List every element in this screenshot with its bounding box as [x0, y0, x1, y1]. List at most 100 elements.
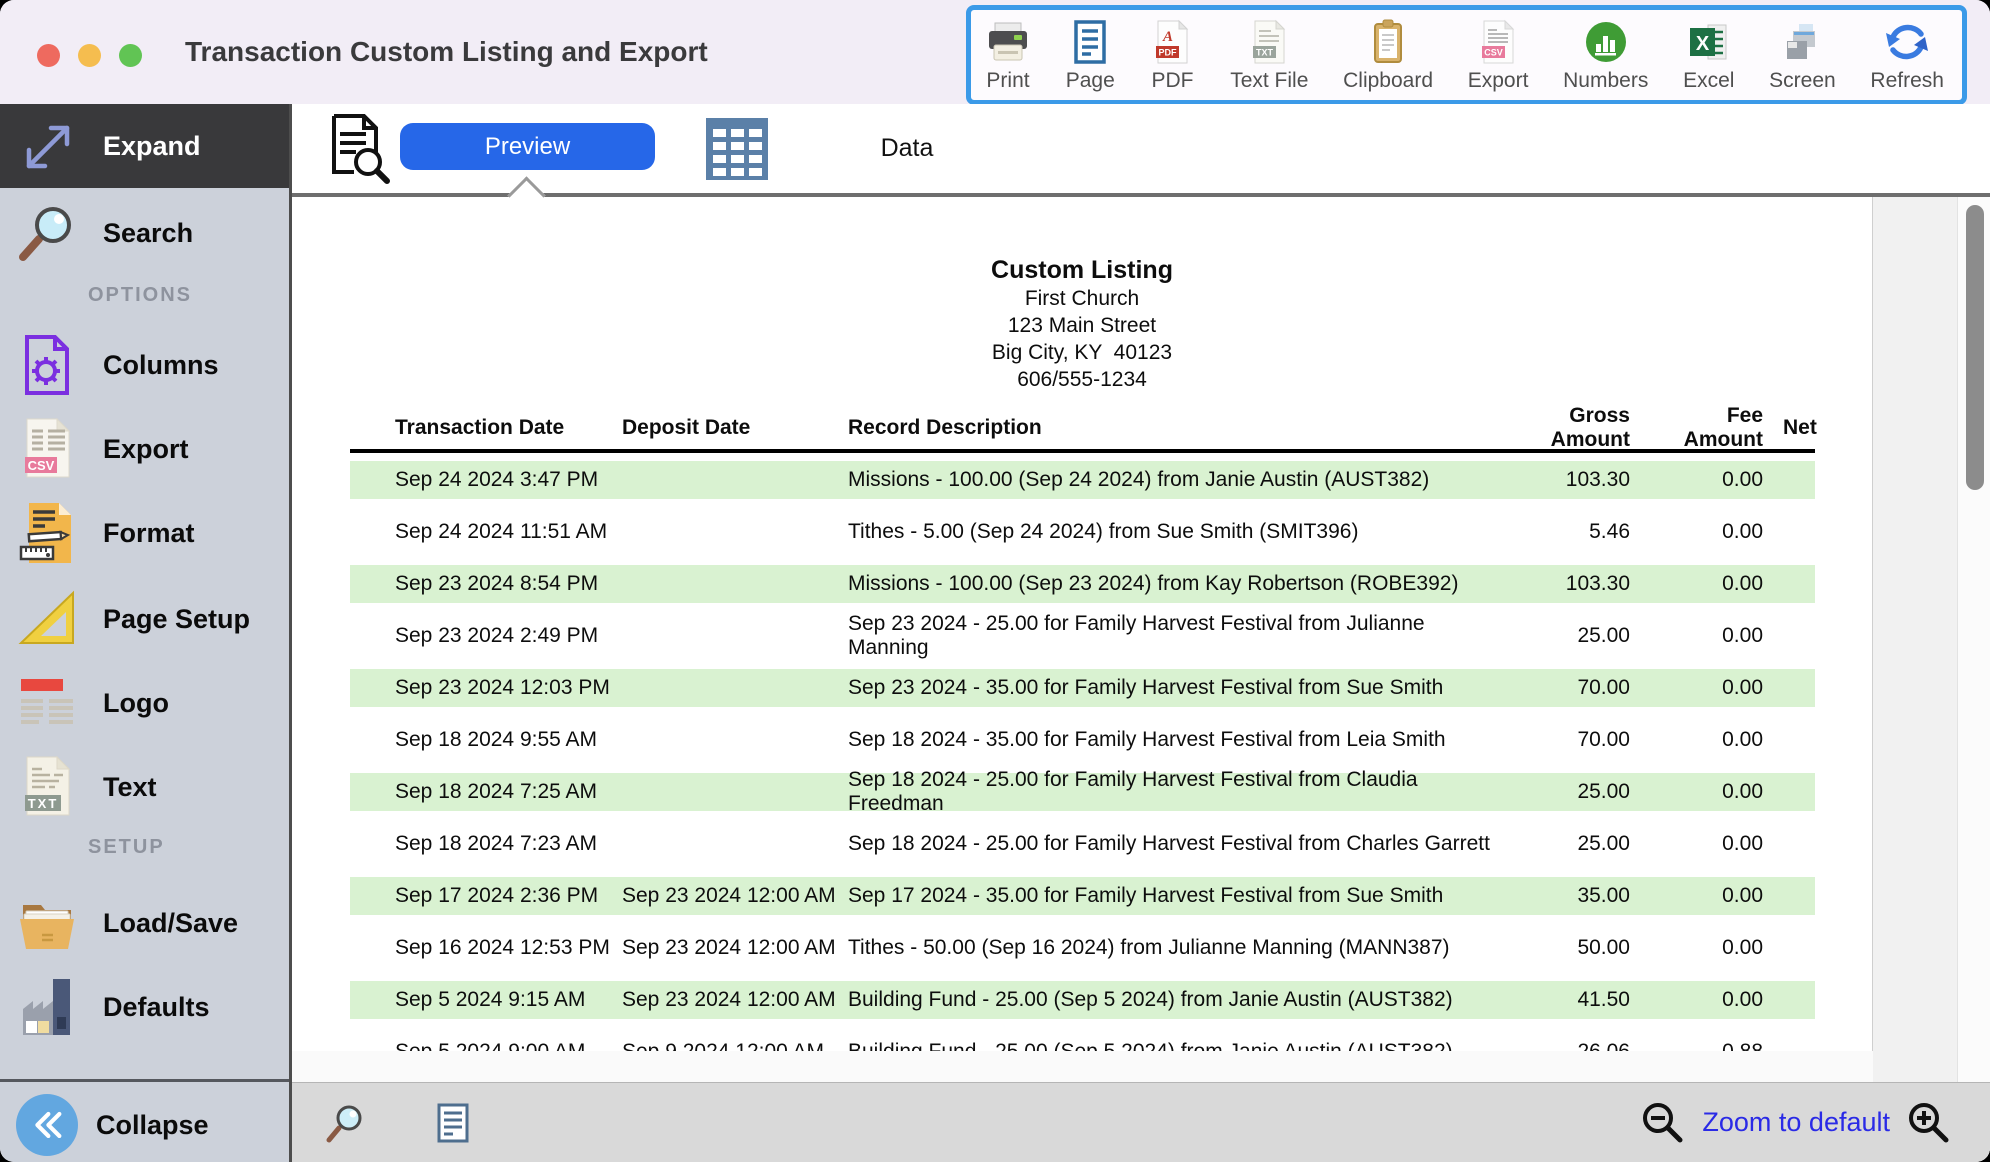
- export-csv-button[interactable]: CSV Export: [1468, 16, 1529, 98]
- cell-gross-amount: 5.46: [1508, 520, 1648, 544]
- cell-gross-amount: 25.00: [1508, 624, 1648, 648]
- toolbar-label: Text File: [1230, 68, 1308, 94]
- sidebar-item-logo[interactable]: Logo: [0, 670, 289, 736]
- table-row: Sep 18 2024 7:23 AM Sep 18 2024 - 25.00 …: [350, 825, 1815, 863]
- svg-text:TXT: TXT: [28, 796, 59, 811]
- sidebar-item-label: Load/Save: [103, 908, 238, 939]
- columns-gear-document-icon: [13, 332, 81, 398]
- pdf-file-icon: APDF: [1149, 16, 1195, 68]
- report-page: Custom Listing First Church 123 Main Str…: [292, 197, 1873, 1051]
- data-grid-icon[interactable]: [705, 117, 769, 186]
- col-header-gross-amount: Gross Amount: [1508, 404, 1648, 452]
- cell-gross-amount: 25.00: [1508, 832, 1648, 856]
- tab-bar: Preview Data: [292, 104, 1990, 197]
- cell-fee-amount: 0.00: [1648, 624, 1763, 648]
- close-window-button[interactable]: [37, 44, 60, 67]
- excel-button[interactable]: X Excel: [1683, 16, 1734, 98]
- cell-record-description: Building Fund - 25.00 (Sep 5 2024) from …: [848, 1040, 1508, 1051]
- print-button[interactable]: Print: [985, 16, 1031, 98]
- screen-button[interactable]: Screen: [1769, 16, 1836, 98]
- app-window: Transaction Custom Listing and Export Pr…: [0, 0, 1990, 1162]
- scrollbar-thumb[interactable]: [1966, 205, 1984, 490]
- cell-fee-amount: 0.88: [1648, 1040, 1763, 1051]
- tab-preview[interactable]: Preview: [400, 123, 655, 170]
- report-phone: 606/555-1234: [292, 366, 1872, 393]
- screen-layers-icon: [1779, 16, 1825, 68]
- sidebar-item-text[interactable]: TXT Text: [0, 754, 289, 820]
- cell-transaction-date: Sep 16 2024 12:53 PM: [350, 936, 622, 960]
- cell-fee-amount: 0.00: [1648, 936, 1763, 960]
- cell-fee-amount: 0.00: [1648, 520, 1763, 544]
- toolbar-label: Excel: [1683, 68, 1734, 94]
- cell-record-description: Tithes - 50.00 (Sep 16 2024) from Julian…: [848, 936, 1508, 960]
- table-row: Sep 5 2024 9:00 AM Sep 9 2024 12:00 AM B…: [350, 1033, 1815, 1051]
- sidebar-item-search[interactable]: Search: [0, 200, 289, 266]
- csv-export-icon: CSV: [13, 416, 81, 482]
- minimize-window-button[interactable]: [78, 44, 101, 67]
- txt-file-icon: TXT: [1246, 16, 1292, 68]
- sidebar-item-page-setup[interactable]: Page Setup: [0, 586, 289, 652]
- cell-deposit-date: Sep 23 2024 12:00 AM: [622, 936, 848, 960]
- zoom-controls: Zoom to default: [1638, 1098, 1990, 1148]
- sidebar-item-label: Format: [103, 518, 195, 549]
- cell-transaction-date: Sep 23 2024 8:54 PM: [350, 572, 622, 596]
- preview-content: Custom Listing First Church 123 Main Str…: [292, 197, 1990, 1082]
- zoom-out-icon[interactable]: [1638, 1098, 1688, 1148]
- table-header-row: Transaction Date Deposit Date Record Des…: [350, 415, 1815, 441]
- svg-text:TXT: TXT: [1256, 48, 1274, 58]
- text-file-button[interactable]: TXT Text File: [1230, 16, 1308, 98]
- set-square-icon: [13, 586, 81, 652]
- cell-gross-amount: 35.00: [1508, 884, 1648, 908]
- zoom-window-button[interactable]: [119, 44, 142, 67]
- cell-gross-amount: 26.06: [1508, 1040, 1648, 1051]
- report-table: Transaction Date Deposit Date Record Des…: [350, 415, 1815, 1051]
- table-row: Sep 16 2024 12:53 PM Sep 23 2024 12:00 A…: [350, 929, 1815, 967]
- table-row: Sep 23 2024 12:03 PM Sep 23 2024 - 35.00…: [350, 669, 1815, 707]
- tab-data[interactable]: Data: [832, 104, 982, 193]
- cell-record-description: Sep 18 2024 - 35.00 for Family Harvest F…: [848, 728, 1508, 752]
- cell-record-description: Sep 23 2024 - 35.00 for Family Harvest F…: [848, 676, 1508, 700]
- cell-record-description: Tithes - 5.00 (Sep 24 2024) from Sue Smi…: [848, 520, 1508, 544]
- cell-transaction-date: Sep 18 2024 7:25 AM: [350, 780, 622, 804]
- cell-record-description: Sep 18 2024 - 25.00 for Family Harvest F…: [848, 832, 1508, 856]
- table-row: Sep 18 2024 7:25 AM Sep 18 2024 - 25.00 …: [350, 773, 1815, 811]
- sidebar-item-export[interactable]: CSV Export: [0, 416, 289, 482]
- cell-fee-amount: 0.00: [1648, 728, 1763, 752]
- clipboard-button[interactable]: Clipboard: [1343, 16, 1433, 98]
- sidebar-item-load-save[interactable]: Load/Save: [0, 890, 289, 956]
- page-button[interactable]: Page: [1066, 16, 1115, 98]
- cell-transaction-date: Sep 17 2024 2:36 PM: [350, 884, 622, 908]
- cell-transaction-date: Sep 5 2024 9:15 AM: [350, 988, 622, 1012]
- printer-icon: [985, 16, 1031, 68]
- cell-fee-amount: 0.00: [1648, 884, 1763, 908]
- logo-document-icon: [13, 670, 81, 736]
- sidebar-item-label: Collapse: [96, 1110, 209, 1141]
- sidebar-item-label: Expand: [103, 131, 201, 162]
- numbers-button[interactable]: Numbers: [1563, 16, 1648, 98]
- sidebar-item-collapse[interactable]: Collapse: [0, 1090, 289, 1160]
- cell-deposit-date: Sep 23 2024 12:00 AM: [622, 988, 848, 1012]
- numbers-chart-icon: [1583, 16, 1629, 68]
- preview-document-magnifier-icon[interactable]: [326, 112, 392, 189]
- zoom-to-default-link[interactable]: Zoom to default: [1702, 1107, 1890, 1138]
- table-row: Sep 24 2024 11:51 AM Tithes - 5.00 (Sep …: [350, 513, 1815, 551]
- vertical-scrollbar[interactable]: [1957, 197, 1990, 1082]
- collapse-chevrons-icon: [16, 1094, 78, 1156]
- table-rows: Sep 24 2024 3:47 PM Missions - 100.00 (S…: [350, 461, 1815, 1051]
- pdf-button[interactable]: APDF PDF: [1149, 16, 1195, 98]
- sidebar-item-expand[interactable]: Expand: [0, 104, 289, 188]
- report-document-icon[interactable]: [430, 1100, 476, 1146]
- svg-text:CSV: CSV: [28, 458, 55, 473]
- zoom-in-icon[interactable]: [1904, 1098, 1954, 1148]
- cell-fee-amount: 0.00: [1648, 988, 1763, 1012]
- search-preview-icon[interactable]: [322, 1100, 368, 1146]
- cell-gross-amount: 103.30: [1508, 572, 1648, 596]
- toolbar-label: PDF: [1151, 68, 1193, 94]
- txt-document-icon: TXT: [13, 754, 81, 820]
- sidebar-item-label: Columns: [103, 350, 219, 381]
- sidebar-item-defaults[interactable]: Defaults: [0, 974, 289, 1040]
- table-row: Sep 18 2024 9:55 AM Sep 18 2024 - 35.00 …: [350, 721, 1815, 759]
- refresh-button[interactable]: Refresh: [1870, 16, 1944, 98]
- sidebar-item-format[interactable]: Format: [0, 500, 289, 566]
- sidebar-item-columns[interactable]: Columns: [0, 332, 289, 398]
